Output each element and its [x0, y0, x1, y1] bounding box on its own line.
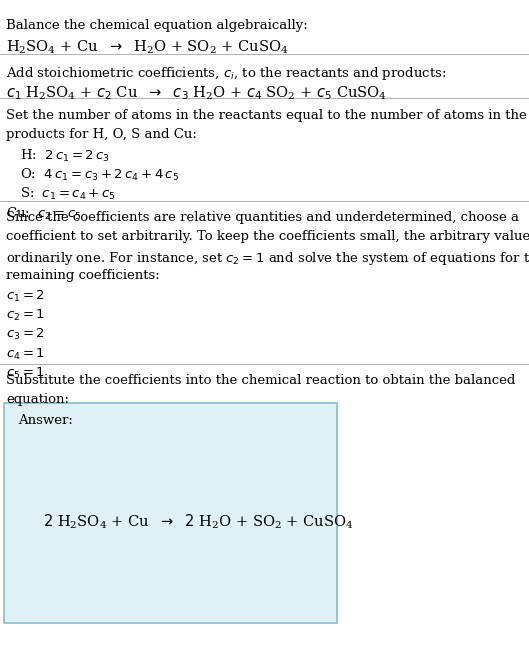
Text: $c_1 = 2$: $c_1 = 2$: [6, 289, 45, 303]
Text: Substitute the coefficients into the chemical reaction to obtain the balanced: Substitute the coefficients into the che…: [6, 374, 516, 387]
Text: $c_5 = 1$: $c_5 = 1$: [6, 366, 45, 381]
Text: $c_2 = 1$: $c_2 = 1$: [6, 308, 45, 323]
Text: H:  $2\,c_1 = 2\,c_3$: H: $2\,c_1 = 2\,c_3$: [20, 148, 110, 164]
Text: remaining coefficients:: remaining coefficients:: [6, 269, 160, 282]
Text: Add stoichiometric coefficients, $c_i$, to the reactants and products:: Add stoichiometric coefficients, $c_i$, …: [6, 65, 446, 82]
Text: $\mathregular{H_2SO_4}$ + Cu  $\rightarrow$  $\mathregular{H_2O}$ + $\mathregula: $\mathregular{H_2SO_4}$ + Cu $\rightarro…: [6, 39, 289, 56]
Text: Cu:  $c_2 = c_5$: Cu: $c_2 = c_5$: [6, 206, 82, 222]
Text: $c_3 = 2$: $c_3 = 2$: [6, 327, 45, 342]
Text: ordinarily one. For instance, set $c_2 = 1$ and solve the system of equations fo: ordinarily one. For instance, set $c_2 =…: [6, 250, 529, 267]
Text: $c_1\ \mathregular{H_2SO_4}$ + $c_2$ Cu  $\rightarrow$  $c_3\ \mathregular{H_2O}: $c_1\ \mathregular{H_2SO_4}$ + $c_2$ Cu …: [6, 84, 387, 102]
Text: O:  $4\,c_1 = c_3 + 2\,c_4 + 4\,c_5$: O: $4\,c_1 = c_3 + 2\,c_4 + 4\,c_5$: [20, 167, 179, 183]
Text: coefficient to set arbitrarily. To keep the coefficients small, the arbitrary va: coefficient to set arbitrarily. To keep …: [6, 230, 529, 243]
Text: products for H, O, S and Cu:: products for H, O, S and Cu:: [6, 128, 197, 141]
Text: $c_4 = 1$: $c_4 = 1$: [6, 347, 45, 362]
Text: Set the number of atoms in the reactants equal to the number of atoms in the: Set the number of atoms in the reactants…: [6, 109, 527, 122]
Text: $2\ \mathregular{H_2SO_4}$ + Cu  $\rightarrow$  $2\ \mathregular{H_2O}$ + $\math: $2\ \mathregular{H_2SO_4}$ + Cu $\righta…: [43, 513, 354, 531]
Text: Balance the chemical equation algebraically:: Balance the chemical equation algebraica…: [6, 19, 308, 32]
Text: equation:: equation:: [6, 393, 69, 406]
Text: Answer:: Answer:: [18, 414, 73, 427]
Text: S:  $c_1 = c_4 + c_5$: S: $c_1 = c_4 + c_5$: [20, 186, 116, 203]
FancyBboxPatch shape: [4, 403, 337, 623]
Text: Since the coefficients are relative quantities and underdetermined, choose a: Since the coefficients are relative quan…: [6, 211, 519, 224]
